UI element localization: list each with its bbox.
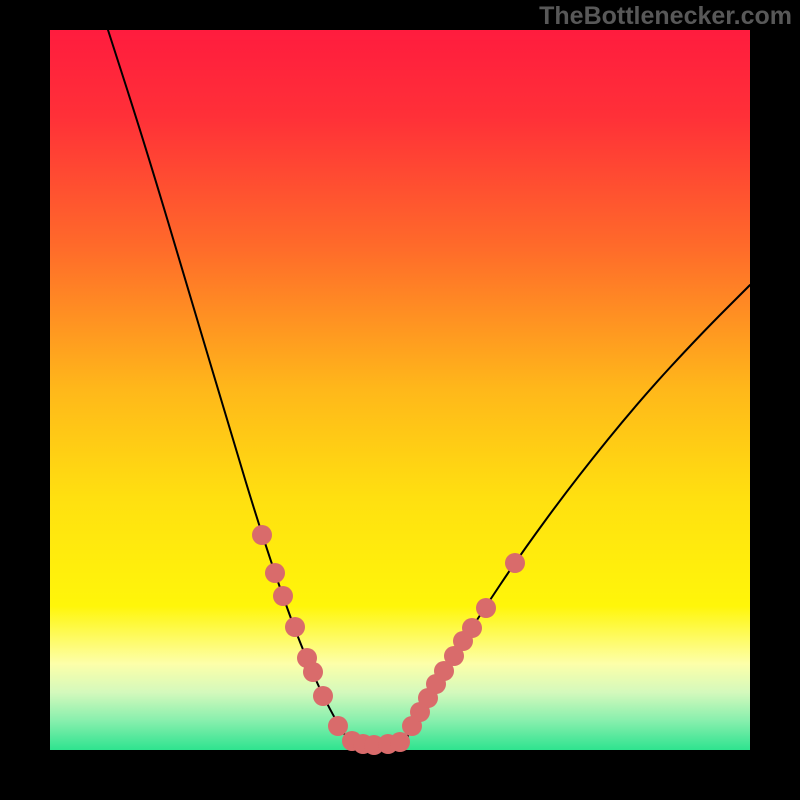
data-point — [265, 563, 285, 583]
data-point — [505, 553, 525, 573]
data-point — [462, 618, 482, 638]
data-point — [328, 716, 348, 736]
data-point — [313, 686, 333, 706]
bottleneck-chart — [0, 0, 800, 800]
plot-background — [50, 30, 750, 750]
data-point — [252, 525, 272, 545]
data-point — [303, 662, 323, 682]
data-point — [285, 617, 305, 637]
chart-stage: TheBottlenecker.com — [0, 0, 800, 800]
data-point — [390, 732, 410, 752]
data-point — [476, 598, 496, 618]
data-point — [273, 586, 293, 606]
